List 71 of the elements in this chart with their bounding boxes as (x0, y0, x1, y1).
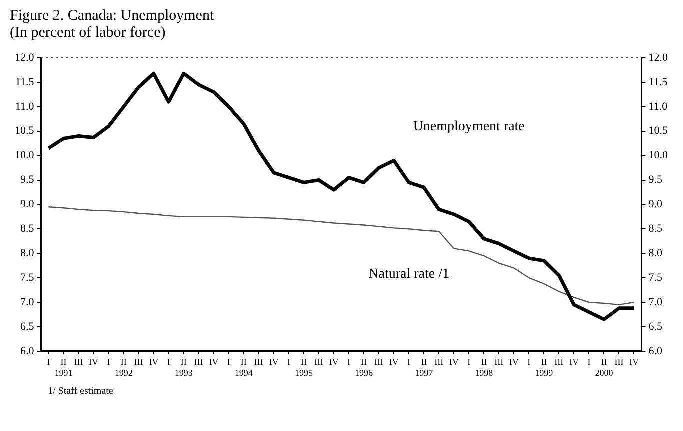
x-tick-label: II 1998 (475, 357, 494, 378)
y-tick-label: 11.0 (15, 100, 35, 113)
x-tick-label: I (107, 357, 110, 368)
y-tick-label: 10.5 (15, 125, 35, 138)
x-tick-label: II 1997 (415, 357, 434, 378)
x-tick-label: III (614, 357, 624, 368)
x-tick-label: I (348, 357, 351, 368)
x-tick-label: III (254, 357, 264, 368)
x-tick-label: II 1992 (114, 357, 133, 378)
x-tick-label: III (554, 357, 564, 368)
y2-tick-label: 10.0 (648, 150, 668, 162)
x-tick-label: I (528, 357, 531, 368)
x-tick-label: IV (209, 357, 220, 368)
x-tick-label: I (47, 357, 50, 368)
x-tick-label: III (434, 357, 444, 368)
y2-tick-label: 9.0 (648, 198, 663, 211)
y2-tick-label: 8.5 (648, 223, 663, 236)
x-tick-label: I (408, 357, 411, 368)
x-tick-label: I (287, 357, 290, 368)
x-tick-label: II 1999 (535, 357, 554, 378)
y-tick-label: 9.0 (20, 198, 35, 211)
x-tick-label: II 1995 (294, 357, 314, 378)
y-tick-label: 11.5 (15, 76, 35, 88)
x-tick-label: IV (149, 357, 160, 368)
x-tick-label: III (194, 357, 204, 368)
x-tick-label: III (74, 357, 84, 368)
x-tick-label: IV (449, 357, 460, 368)
y2-tick-label: 12.0 (648, 52, 668, 64)
text: Unemployment rate (413, 119, 525, 134)
y2-tick-label: 10.5 (648, 125, 668, 138)
y-tick-label: 7.5 (20, 272, 35, 284)
y-tick-label: 9.5 (20, 174, 35, 186)
x-tick-label: III (494, 357, 504, 368)
chart-title: Figure 2. Canada: Unemployment (10, 8, 216, 25)
y-tick-label: 6.5 (20, 320, 35, 333)
x-tick-label: III (134, 357, 144, 368)
y2-tick-label: 6.0 (648, 345, 663, 358)
x-tick-label: IV (269, 357, 280, 368)
x-tick-label: II 2000 (595, 357, 614, 378)
y2-tick-label: 8.0 (648, 247, 663, 260)
x-tick-label: IV (389, 357, 400, 368)
x-tick-label: IV (509, 357, 520, 368)
y-tick-label: 10.0 (15, 150, 35, 162)
x-tick-label: II 1994 (234, 357, 254, 378)
x-tick-label: II 1991 (54, 357, 73, 378)
x-tick-label: I (588, 357, 591, 368)
x-tick-label: II 1993 (174, 357, 194, 378)
y-tick-label: 8.0 (20, 247, 35, 260)
series-label: Natural rate /1 (368, 266, 450, 282)
y-tick-label: 8.5 (20, 223, 35, 236)
y2-tick-label: 6.5 (648, 320, 663, 333)
y-tick-label: 12.0 (15, 52, 35, 64)
x-tick-label: I (227, 357, 230, 368)
x-tick-label: III (374, 357, 384, 368)
y2-tick-label: 11.5 (648, 76, 668, 88)
y2-tick-label: 9.5 (648, 174, 663, 186)
y-tick-label: 6.0 (20, 345, 35, 358)
y-tick-label: 7.0 (20, 296, 35, 308)
y2-tick-label: 7.0 (648, 296, 663, 308)
x-tick-label: IV (329, 357, 340, 368)
y2-tick-label: 11.0 (648, 100, 668, 113)
x-tick-label: IV (89, 357, 100, 368)
y2-tick-label: 7.5 (648, 272, 663, 284)
x-tick-label: IV (629, 357, 640, 368)
x-tick-label: II 1996 (355, 357, 374, 378)
text: 1/ Staff estimate (48, 386, 114, 397)
x-tick-label: I (468, 357, 471, 368)
x-tick-label: IV (569, 357, 580, 368)
chart-subtitle: (In percent of labor force) (10, 25, 167, 42)
x-tick-label: I (167, 357, 170, 368)
x-tick-label: III (314, 357, 324, 368)
